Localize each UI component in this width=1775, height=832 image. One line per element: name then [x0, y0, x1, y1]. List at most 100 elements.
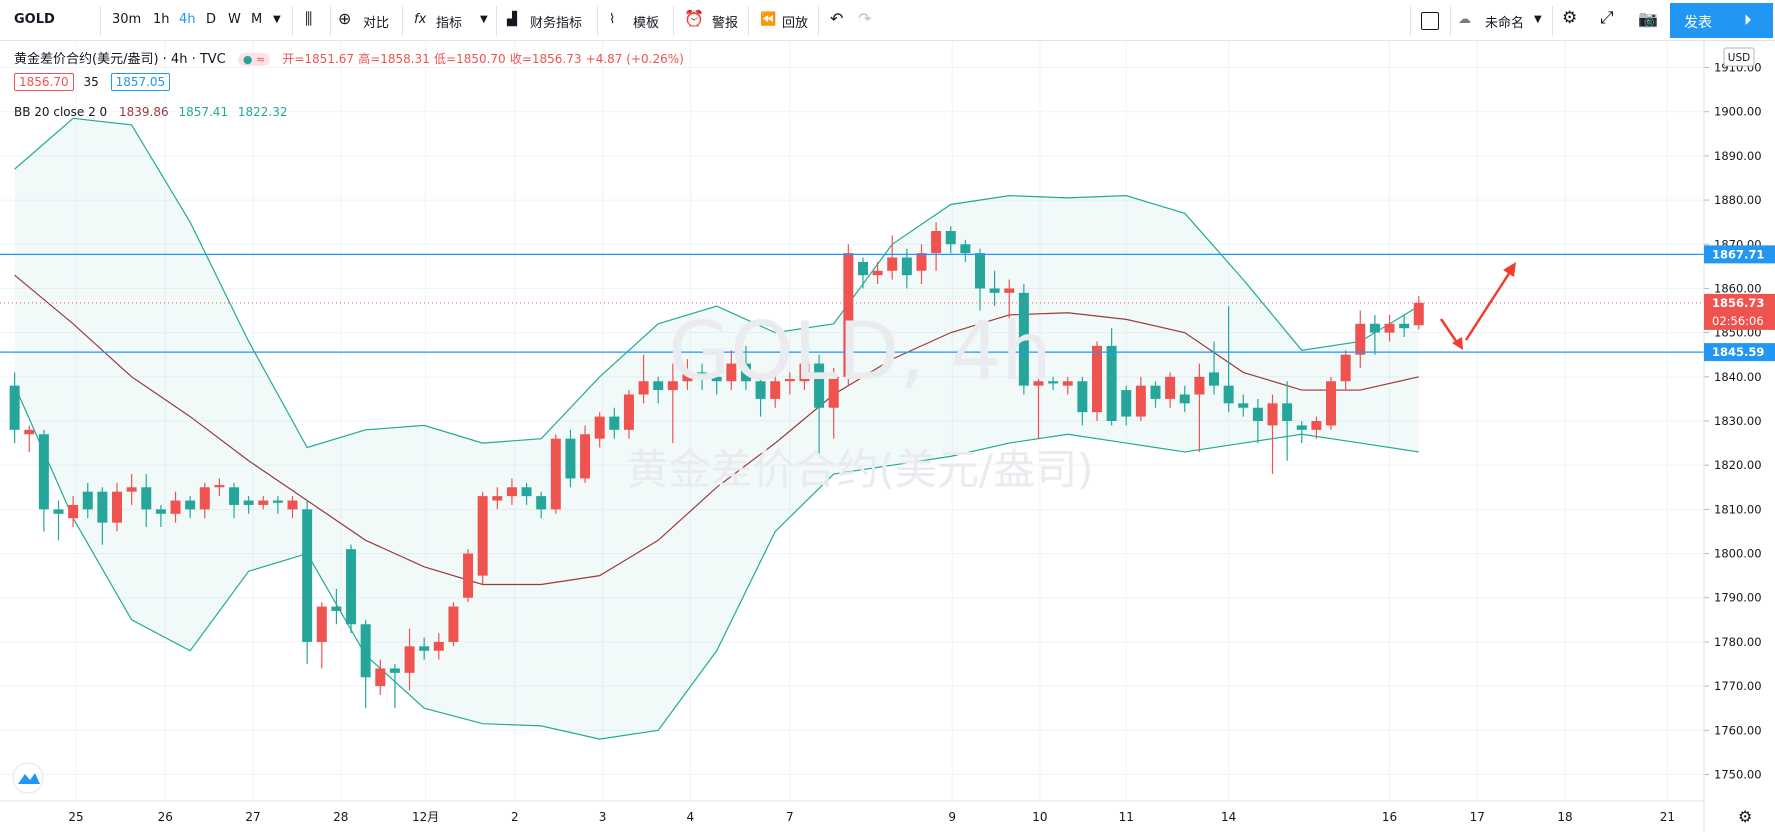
candle-body: [360, 624, 371, 678]
candle-body: [1399, 323, 1410, 329]
replay-button[interactable]: 回放: [782, 16, 809, 31]
x-tick-label: 14: [1221, 810, 1236, 824]
play-icon[interactable]: ⏵: [1744, 11, 1752, 29]
x-tick-label: 12月: [412, 810, 439, 824]
separator: [496, 6, 497, 36]
layout-name[interactable]: 未命名: [1485, 16, 1525, 31]
candle-body: [9, 385, 20, 430]
replay-icon[interactable]: ⏪: [760, 12, 777, 27]
candle-body: [1135, 385, 1146, 417]
alarm-icon[interactable]: ⏰: [684, 9, 704, 28]
publish-button[interactable]: 发表 ⏵: [1670, 3, 1773, 38]
y-tick-label: 1790.00: [1714, 591, 1762, 605]
candle-body: [580, 434, 591, 479]
price-label-bg: [1704, 245, 1775, 264]
bar-icon[interactable]: ▟: [507, 12, 517, 27]
x-tick-label: 27: [245, 810, 260, 824]
template-icon[interactable]: ⌇: [609, 12, 616, 27]
settings-icon[interactable]: ⚙: [1562, 8, 1578, 28]
y-tick-label: 1880.00: [1714, 193, 1762, 207]
x-tick-label: 2: [511, 810, 519, 824]
candle-body: [989, 288, 1000, 293]
camera-icon[interactable]: 📷: [1638, 9, 1658, 28]
ask-box[interactable]: 1857.05: [110, 73, 171, 91]
bb-lower: 1822.32: [237, 105, 288, 119]
interval[interactable]: 30m: [112, 12, 142, 27]
separator: [1450, 6, 1451, 36]
dropdown-icon[interactable]: ▼: [1534, 14, 1542, 25]
undo-icon[interactable]: ↶: [830, 9, 844, 28]
candle-body: [1238, 403, 1249, 408]
redo-icon[interactable]: ↷: [858, 9, 872, 28]
candle-icon[interactable]: ⫼: [305, 9, 313, 28]
y-tick-label: 1860.00: [1714, 281, 1762, 295]
y-tick-label: 1780.00: [1714, 635, 1762, 649]
interval[interactable]: D: [206, 12, 217, 27]
candle-body: [623, 394, 634, 430]
candle-body: [185, 500, 196, 510]
candle-body: [1077, 381, 1088, 413]
bid-box[interactable]: 1856.70: [14, 73, 74, 91]
toolbar: GOLD 30m 1h 4h D W M ▼ ⫼ ⊕ 对比 fx 指标 ▼ ▟ …: [0, 0, 1775, 41]
candle-body: [1062, 381, 1073, 386]
separator: [597, 6, 598, 36]
dropdown-icon[interactable]: ▼: [480, 14, 488, 25]
candle-body: [1209, 372, 1220, 386]
x-tick-label: 7: [786, 810, 794, 824]
currency-box: [1723, 47, 1755, 67]
chart: GOLD, 4h 黄金差价合约(美元/盎司) 1750.001760.00177…: [0, 41, 1775, 832]
candle-body: [229, 487, 240, 505]
plus-icon[interactable]: ⊕: [338, 9, 352, 28]
band-line: [14, 385, 1419, 740]
candle-body: [638, 381, 649, 395]
fx-icon[interactable]: fx: [414, 12, 427, 27]
candle-body: [1121, 390, 1132, 417]
separator: [1410, 6, 1411, 36]
candle-body: [1033, 381, 1044, 386]
candle-body: [1004, 288, 1015, 293]
candle-body: [477, 496, 488, 576]
candle-body: [97, 491, 108, 523]
indicator-button[interactable]: 指标: [436, 16, 463, 31]
compare-button[interactable]: 对比: [363, 16, 390, 31]
separator: [673, 6, 674, 36]
plot: [0, 41, 1704, 801]
fullscreen-box-icon[interactable]: [1421, 12, 1439, 30]
interval[interactable]: W: [228, 12, 241, 27]
price-label: 1867.71: [1712, 247, 1764, 261]
countdown: 02:56:06: [1712, 314, 1764, 328]
candle-body: [1311, 421, 1322, 430]
financials-button[interactable]: 财务指标: [530, 16, 583, 31]
ohlc-change: +4.87 (+0.26%): [585, 52, 684, 66]
band-fill: [14, 118, 1419, 740]
candle-body: [199, 487, 210, 510]
y-tick-label: 1900.00: [1714, 105, 1762, 119]
candle-body: [492, 496, 503, 501]
candle-body: [68, 504, 79, 519]
candle-body: [1384, 323, 1395, 333]
candle-body: [1252, 407, 1263, 421]
interval[interactable]: 1h: [153, 12, 170, 27]
separator: [1552, 6, 1553, 36]
publish-label[interactable]: 发表: [1684, 15, 1712, 31]
candle-body: [1413, 302, 1424, 326]
dropdown-icon[interactable]: ▼: [273, 14, 281, 25]
candle-body: [887, 257, 898, 271]
cloud-icon[interactable]: ☁: [1458, 12, 1471, 27]
candle-body: [258, 500, 269, 505]
candle-body: [770, 381, 781, 399]
candle-body: [82, 491, 93, 510]
alert-button[interactable]: 警报: [712, 16, 739, 31]
interval[interactable]: 4h: [179, 12, 196, 27]
candle-body: [536, 496, 547, 510]
x-tick-label: 4: [687, 810, 695, 824]
candle-body: [1326, 381, 1337, 426]
candle-body: [170, 500, 181, 514]
expand-icon[interactable]: ⤢: [1600, 8, 1614, 28]
template-button[interactable]: 模板: [633, 16, 660, 31]
candle-body: [814, 363, 825, 408]
interval[interactable]: M: [251, 12, 263, 27]
separator: [818, 6, 819, 36]
symbol[interactable]: GOLD: [14, 12, 55, 27]
